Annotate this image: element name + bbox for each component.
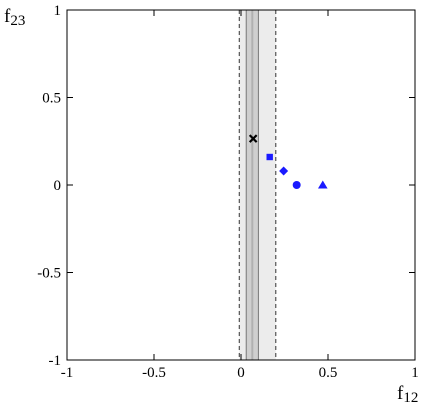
x-axis-label: f12 <box>397 383 418 405</box>
y-tick-label: 0 <box>54 178 62 194</box>
y-tick-label: 0.5 <box>42 91 61 107</box>
y-axis-label-main: f <box>4 6 11 27</box>
point-square <box>266 153 273 161</box>
y-axis-label: f23 <box>4 6 25 29</box>
x-axis-label-main: f <box>397 383 404 404</box>
x-axis-label-subscript: 12 <box>403 390 418 405</box>
x-tick-label: -0.5 <box>142 365 166 381</box>
y-axis-label-subscript: 23 <box>10 13 25 29</box>
y-tick-label: -0.5 <box>37 266 61 282</box>
axis-ticks: -1 -0.5 0 0.5 1 -1 -0.5 0 0.5 1 <box>37 3 419 381</box>
point-circle <box>292 181 301 189</box>
y-tick-label: -1 <box>49 353 62 369</box>
confidence-bands <box>238 10 277 360</box>
x-tick-label: 1 <box>411 365 419 381</box>
point-cross <box>248 134 258 143</box>
x-tick-label: -1 <box>61 365 74 381</box>
x-tick-label: 0.5 <box>319 365 338 381</box>
point-diamond <box>279 166 289 176</box>
data-points <box>248 134 328 189</box>
y-tick-label: 1 <box>54 3 62 19</box>
x-tick-label: 0 <box>237 365 245 381</box>
point-triangle <box>317 180 328 189</box>
